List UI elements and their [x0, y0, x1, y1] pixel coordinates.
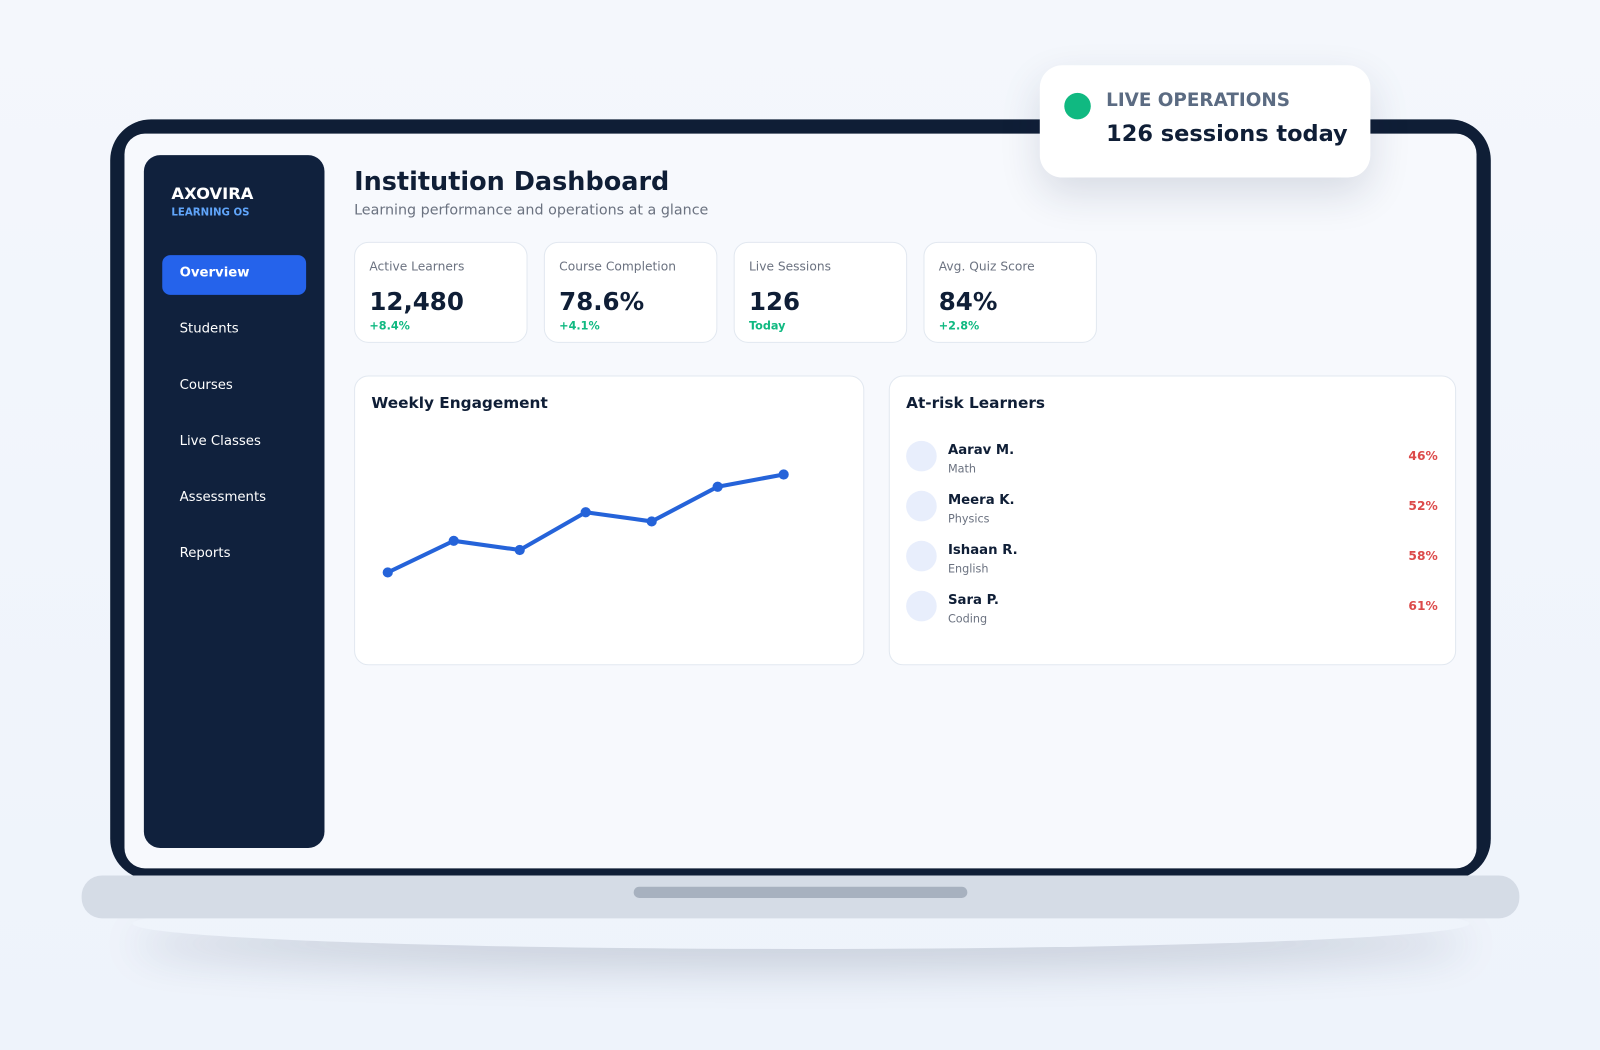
- learner-score: 46%: [1408, 448, 1438, 464]
- page-subtitle: Learning performance and operations at a…: [354, 202, 709, 219]
- kpi-label: Course Completion: [559, 259, 676, 274]
- avatar: [906, 490, 937, 522]
- chart-card: [354, 375, 865, 666]
- live-popup: [1039, 65, 1371, 178]
- live-dot: [1064, 92, 1091, 120]
- data-point: [448, 535, 459, 546]
- data-point: [514, 544, 525, 556]
- brand-tagline: LEARNING OS: [171, 207, 250, 219]
- data-point: [778, 469, 789, 480]
- page-title: Institution Dashboard: [354, 166, 670, 196]
- learner-subject: Coding: [947, 612, 988, 626]
- avatar: [906, 540, 937, 572]
- avatar: [906, 590, 937, 622]
- nav-item[interactable]: Assessments: [179, 489, 267, 506]
- nav-item[interactable]: Courses: [179, 377, 233, 393]
- kpi-label: Avg. Quiz Score: [938, 259, 1035, 274]
- kpi-change: +2.8%: [938, 319, 980, 333]
- learner-subject: Math: [947, 462, 977, 476]
- data-point: [646, 516, 657, 527]
- nav-item[interactable]: Students: [179, 321, 239, 337]
- learner-subject: English: [947, 562, 989, 576]
- learner-subject: Physics: [947, 512, 990, 526]
- avatar: [906, 440, 937, 472]
- at-risk-card: [888, 375, 1457, 666]
- data-point: [580, 507, 591, 518]
- laptop-notch: [633, 886, 968, 898]
- kpi-card: [354, 241, 528, 343]
- nav-item[interactable]: Overview: [179, 265, 250, 281]
- learner-name: Meera K.: [947, 492, 1015, 509]
- engagement-line: [386, 472, 785, 575]
- learner-score: 61%: [1408, 598, 1438, 614]
- kpi-change: +4.1%: [559, 319, 600, 333]
- kpi-change: +8.4%: [369, 319, 410, 333]
- nav-item[interactable]: Live Classes: [179, 433, 261, 449]
- kpi-card: [543, 241, 718, 343]
- line-chart: [382, 469, 789, 578]
- kpi-value: 126: [748, 287, 801, 317]
- kpi-label: Active Learners: [369, 259, 465, 274]
- kpi-value: 12,480: [369, 287, 464, 317]
- kpi-card: [733, 241, 908, 343]
- chart-title: Weekly Engagement: [371, 393, 548, 413]
- kpi-value: 78.6%: [559, 287, 645, 317]
- learner-name: Aarav M.: [947, 442, 1015, 459]
- learner-score: 52%: [1408, 498, 1438, 514]
- kpi-card: [923, 241, 1097, 343]
- brand-name: AXOVIRA: [171, 183, 254, 204]
- learner-score: 58%: [1408, 548, 1438, 564]
- learner-name: Sara P.: [947, 592, 999, 609]
- live-label: LIVE OPERATIONS: [1106, 89, 1290, 112]
- data-point: [382, 567, 393, 578]
- live-text: 126 sessions today: [1106, 121, 1348, 147]
- nav-item[interactable]: Reports: [179, 545, 231, 562]
- kpi-label: Live Sessions: [748, 259, 831, 274]
- data-point: [712, 481, 723, 492]
- kpi-value: 84%: [938, 287, 998, 317]
- at-risk-title: At-risk Learners: [906, 393, 1046, 413]
- nav-active-bg: [162, 255, 307, 295]
- learner-name: Ishaan R.: [947, 542, 1018, 559]
- kpi-change: Today: [748, 319, 786, 333]
